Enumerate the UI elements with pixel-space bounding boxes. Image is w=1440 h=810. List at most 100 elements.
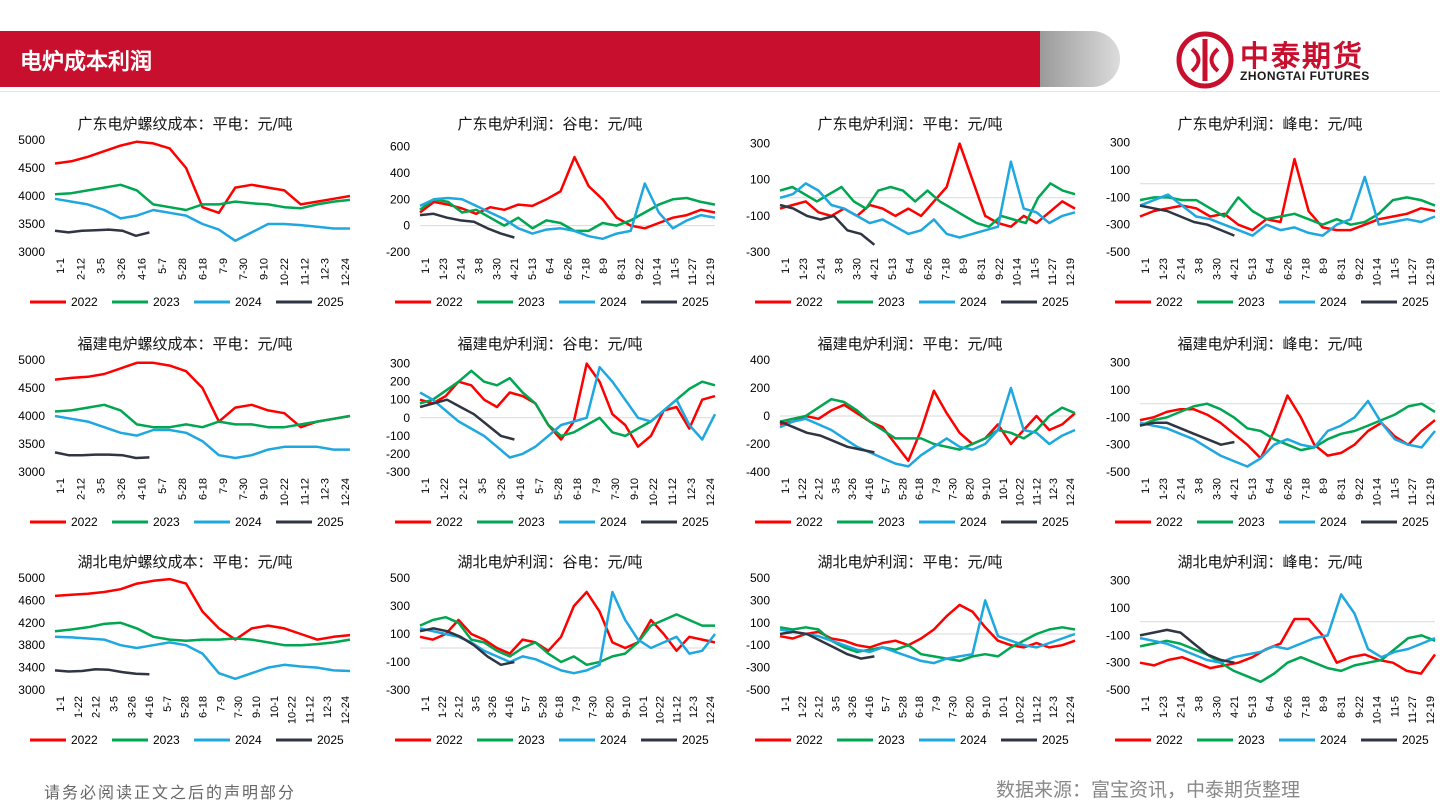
x-tick-label: 1-1 [780, 478, 792, 494]
y-tick-label: -200 [386, 245, 410, 259]
x-tick-label: 5-13 [1247, 478, 1259, 500]
x-tick-label: 9-22 [1354, 696, 1366, 718]
legend-label-2025: 2025 [682, 295, 709, 309]
chart-title: 福建电炉利润：峰电：元/吨 [1177, 335, 1362, 353]
x-tick-label: 4-21 [869, 258, 881, 280]
x-tick-label: 7-18 [1300, 478, 1312, 500]
series-line-2024 [779, 160, 1076, 239]
series-line-2024 [419, 182, 716, 241]
x-tick-label: 9-10 [251, 696, 263, 718]
legend-label-2024: 2024 [600, 295, 627, 309]
legend-label-2023: 2023 [153, 733, 180, 747]
x-tick-label: 1-1 [55, 258, 67, 274]
y-tick-label: -100 [386, 429, 410, 443]
x-tick-label: 10-14 [652, 258, 664, 286]
x-tick-label: 11-27 [1047, 258, 1059, 285]
x-tick-label: 2-12 [454, 696, 466, 718]
legend-label-2023: 2023 [518, 515, 545, 529]
x-tick-label: 5-28 [537, 696, 549, 718]
x-tick-label: 12-24 [340, 696, 352, 724]
y-tick-label: -300 [746, 245, 770, 259]
x-tick-label: 12-24 [1065, 478, 1077, 506]
x-tick-label: 12-3 [688, 696, 700, 718]
y-tick-label: 300 [1110, 574, 1130, 588]
x-tick-label: 6-26 [1283, 696, 1295, 718]
x-tick-label: 1-22 [437, 696, 449, 718]
series-line-2025 [419, 627, 515, 667]
legend-label-2025: 2025 [1042, 733, 1069, 747]
x-tick-label: 7-9 [218, 478, 230, 494]
x-tick-label: 10-22 [1015, 696, 1027, 724]
y-tick-label: 3800 [18, 638, 45, 652]
x-tick-label: 5-28 [553, 478, 565, 500]
x-tick-label: 7-9 [931, 478, 943, 494]
legend-label-2025: 2025 [317, 515, 344, 529]
x-tick-label: 5-13 [527, 258, 539, 280]
x-tick-label: 1-1 [55, 696, 67, 712]
x-tick-label: 1-23 [438, 258, 450, 280]
x-tick-label: 4-16 [144, 696, 156, 718]
legend-label-2024: 2024 [1320, 515, 1347, 529]
x-tick-label: 12-24 [1065, 696, 1077, 724]
x-tick-label: 5-7 [162, 696, 174, 712]
y-tick-label: -100 [1106, 628, 1130, 642]
legend-label-2024: 2024 [235, 515, 262, 529]
series-line-2025 [779, 203, 876, 246]
series-line-2024 [419, 365, 717, 459]
y-tick-label: 0 [403, 219, 410, 233]
y-tick-label: -500 [746, 683, 770, 697]
x-tick-label: 7-30 [948, 478, 960, 500]
x-tick-label: 2-12 [458, 478, 470, 500]
x-tick-label: 11-5 [1389, 478, 1401, 499]
x-tick-label: 5-7 [534, 478, 546, 494]
x-tick-label: 7-9 [591, 478, 603, 494]
x-tick-label: 7-9 [931, 696, 943, 712]
y-tick-label: 100 [390, 393, 410, 407]
x-tick-label: 10-22 [1015, 478, 1027, 506]
x-tick-label: 1-1 [55, 478, 67, 494]
series-line-2024 [779, 599, 1076, 665]
x-tick-label: 1-23 [1158, 696, 1170, 718]
x-tick-label: 7-18 [1300, 696, 1312, 718]
x-tick-label: 6-26 [923, 258, 935, 280]
x-tick-label: 3-26 [116, 258, 128, 280]
x-tick-label: 12-19 [1425, 258, 1437, 286]
x-tick-label: 9-10 [981, 478, 993, 500]
y-tick-label: 500 [390, 571, 410, 585]
series-line-2023 [419, 196, 716, 233]
x-tick-label: 12-3 [320, 478, 332, 500]
series-line-2022 [419, 155, 716, 230]
x-tick-label: 11-5 [669, 258, 681, 279]
x-tick-label: 8-31 [616, 258, 628, 280]
x-tick-label: 3-8 [1193, 258, 1205, 274]
x-tick-label: 6-26 [1283, 478, 1295, 500]
company-logo: 中泰期货 ZHONGTAI FUTURES [1176, 31, 1416, 89]
x-tick-label: 3-26 [496, 478, 508, 500]
x-tick-label: 11-12 [304, 696, 316, 723]
x-tick-label: 10-14 [1372, 478, 1384, 506]
x-tick-label: 1-1 [1140, 258, 1152, 274]
x-tick-label: 8-20 [604, 696, 616, 718]
x-tick-label: 1-22 [439, 478, 451, 500]
chart-title: 湖北电炉利润：谷电：元/吨 [457, 553, 642, 571]
x-tick-label: 10-14 [1372, 258, 1384, 286]
x-tick-label: 1-1 [1140, 478, 1152, 494]
y-tick-label: 100 [390, 627, 410, 641]
x-tick-label: 4-21 [1229, 478, 1241, 500]
x-tick-label: 7-9 [218, 258, 230, 274]
chart-hb-valley: 湖北电炉利润：谷电：元/吨 -300 -100 100 300 500 1-1 1-22 2-1… [386, 553, 717, 747]
legend-label-2023: 2023 [518, 733, 545, 747]
x-tick-label: 11-12 [1031, 478, 1043, 505]
y-tick-label: 400 [750, 353, 770, 367]
x-tick-label: 12-3 [1048, 478, 1060, 500]
x-tick-label: 8-31 [976, 258, 988, 280]
x-tick-label: 10-14 [1372, 696, 1384, 724]
y-tick-label: 3000 [18, 245, 45, 259]
x-tick-label: 1-23 [798, 258, 810, 280]
x-tick-label: 11-5 [1389, 696, 1401, 717]
chart-title: 湖北电炉利润：平电：元/吨 [817, 553, 1002, 571]
x-tick-label: 1-1 [780, 258, 792, 274]
x-tick-label: 9-10 [629, 478, 641, 500]
x-tick-label: 6-18 [914, 696, 926, 718]
